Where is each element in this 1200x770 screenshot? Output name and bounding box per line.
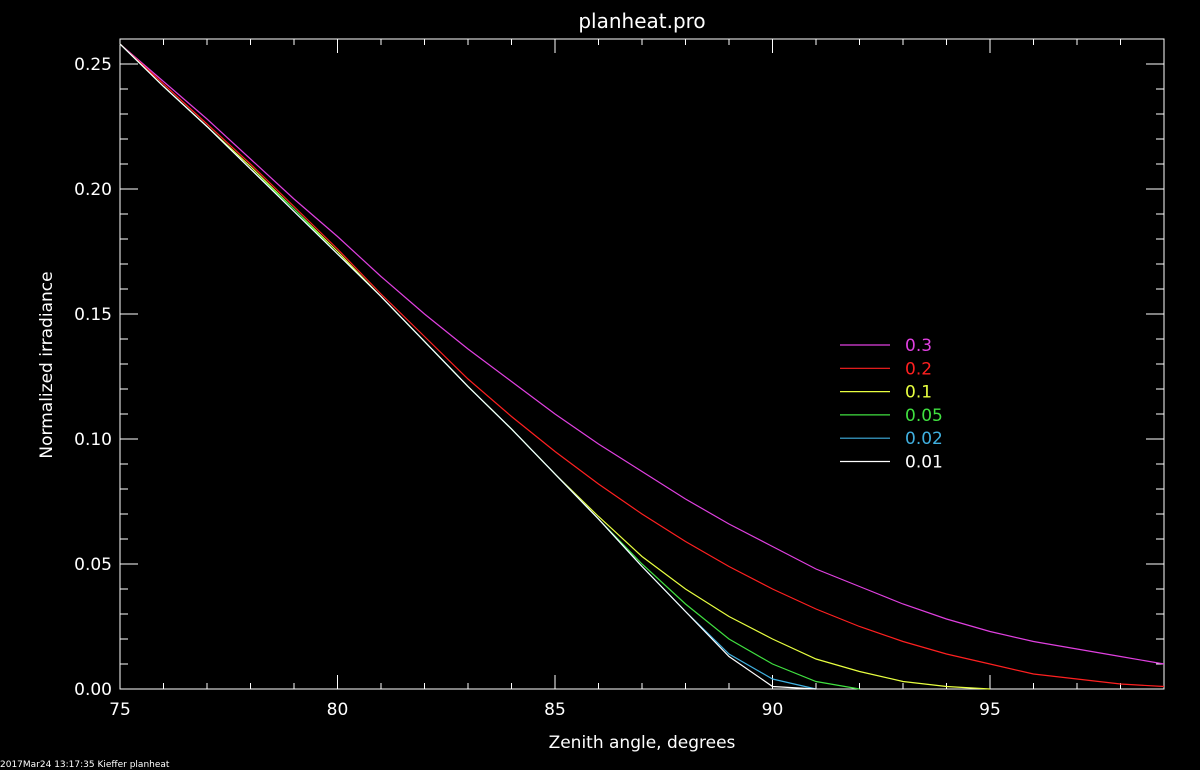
x-tick-label: 75: [109, 700, 131, 720]
x-tick-label: 95: [979, 700, 1001, 720]
y-tick-label: 0.10: [74, 430, 112, 450]
legend-label: 0.2: [905, 359, 932, 379]
x-tick-label: 80: [327, 700, 349, 720]
legend-label: 0.05: [905, 406, 943, 426]
y-tick-label: 0.05: [74, 555, 112, 575]
legend-label: 0.01: [905, 453, 943, 473]
legend-label: 0.1: [905, 383, 932, 403]
x-axis-label: Zenith angle, degrees: [549, 733, 736, 753]
series-line-0-1: [119, 43, 991, 690]
legend-label: 0.3: [905, 336, 932, 356]
y-axis-label: Normalized irradiance: [37, 271, 57, 458]
x-tick-label: 85: [544, 700, 566, 720]
y-tick-label: 0.15: [74, 305, 112, 325]
series-line-0-01: [119, 43, 817, 690]
series-line-0-3: [119, 43, 1165, 665]
y-tick-label: 0.20: [74, 180, 112, 200]
series-line-0-2: [119, 43, 1165, 688]
footer-timestamp: 2017Mar24 13:17:35 Kieffer planheat: [0, 760, 170, 770]
y-tick-label: 0.00: [74, 680, 112, 700]
chart-title: planheat.pro: [578, 9, 705, 33]
plot-frame: [119, 38, 1165, 690]
y-tick-label: 0.25: [74, 55, 112, 75]
legend-label: 0.02: [905, 429, 943, 449]
x-tick-label: 90: [762, 700, 784, 720]
